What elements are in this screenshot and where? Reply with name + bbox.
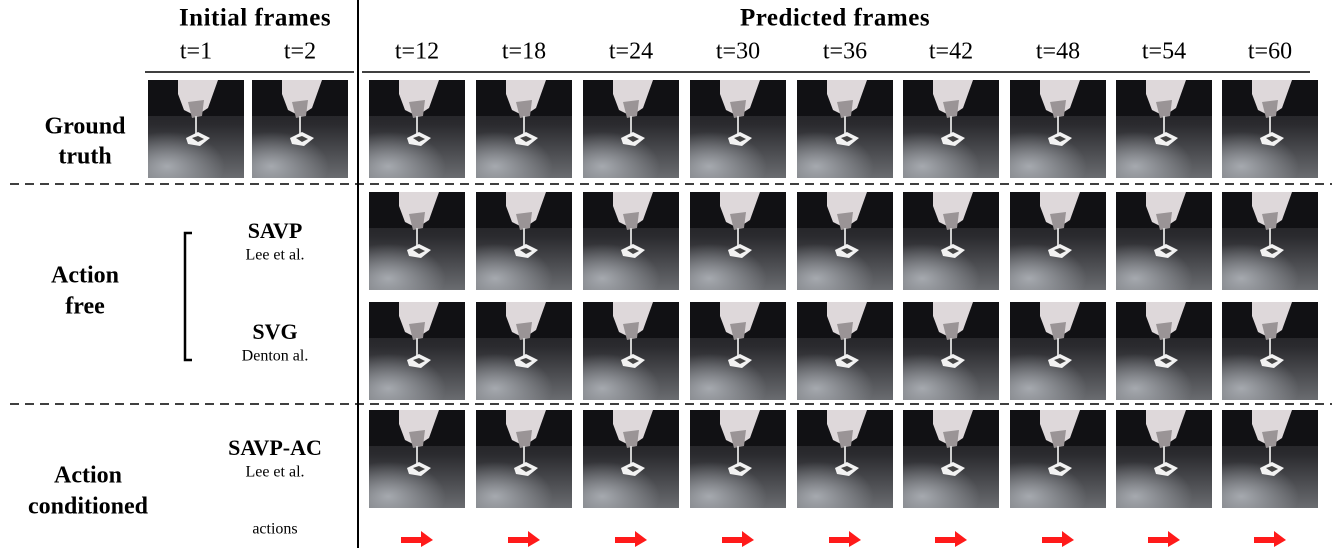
time-label: t=36 [823, 39, 867, 65]
video-frame [369, 80, 465, 178]
time-label: t=42 [929, 39, 973, 65]
video-frame [690, 302, 786, 400]
video-frame [690, 80, 786, 178]
time-label: t=24 [609, 39, 653, 65]
video-frame [1116, 410, 1212, 508]
action-arrow [401, 531, 433, 547]
action-arrow [829, 531, 861, 547]
action-arrow [722, 531, 754, 547]
action-arrow [1042, 531, 1074, 547]
video-frame [797, 80, 893, 178]
predicted-frames-header: Predicted frames [740, 5, 930, 32]
time-label: t=54 [1142, 39, 1186, 65]
method-citation: Denton al. [242, 348, 309, 365]
video-frame [476, 302, 572, 400]
row-label: Action [51, 263, 119, 289]
action-arrow [1148, 531, 1180, 547]
video-frame [690, 410, 786, 508]
time-label: t=2 [284, 39, 316, 65]
row-label: Ground [45, 114, 127, 140]
video-frame [476, 192, 572, 290]
video-frame [903, 192, 999, 290]
method-name: SAVP [248, 218, 303, 243]
bracket [183, 231, 192, 362]
video-frame [1222, 410, 1318, 508]
row-label: conditioned [28, 494, 149, 520]
video-frame [252, 80, 348, 178]
video-frame [1116, 192, 1212, 290]
video-frame [1010, 80, 1106, 178]
time-label: t=60 [1248, 39, 1292, 65]
initial-frames-header: Initial frames [179, 5, 331, 32]
video-frame [148, 80, 244, 178]
video-frame [797, 410, 893, 508]
time-label: t=18 [502, 39, 546, 65]
time-label: t=30 [716, 39, 760, 65]
method-citation: Lee et al. [245, 247, 304, 264]
video-frame [369, 410, 465, 508]
method-name: SAVP-AC [228, 435, 322, 460]
row-label: free [65, 294, 105, 320]
video-frame [369, 302, 465, 400]
video-frame [797, 192, 893, 290]
method-citation: Lee et al. [245, 464, 304, 481]
video-frame [583, 302, 679, 400]
video-frame [1116, 302, 1212, 400]
video-frame [690, 192, 786, 290]
video-frame [1010, 192, 1106, 290]
method-name: SVG [252, 319, 297, 344]
video-frame [1116, 80, 1212, 178]
time-label: t=12 [395, 39, 439, 65]
video-frame [583, 80, 679, 178]
actions-label: actions [252, 521, 297, 538]
video-frame [903, 80, 999, 178]
action-arrow [935, 531, 967, 547]
video-frame [1222, 302, 1318, 400]
video-frame [797, 302, 893, 400]
action-arrow [615, 531, 647, 547]
time-label: t=48 [1036, 39, 1080, 65]
action-arrow [1254, 531, 1286, 547]
video-frame [583, 192, 679, 290]
video-frame [903, 302, 999, 400]
video-frame [903, 410, 999, 508]
video-frame [476, 80, 572, 178]
time-label: t=1 [180, 39, 212, 65]
video-frame [1010, 410, 1106, 508]
video-frame [1010, 302, 1106, 400]
action-arrow [508, 531, 540, 547]
row-label: truth [58, 144, 111, 170]
video-frame [1222, 192, 1318, 290]
video-frame [476, 410, 572, 508]
row-label: Action [54, 463, 122, 489]
video-frame [369, 192, 465, 290]
video-frame [1222, 80, 1318, 178]
video-frame [583, 410, 679, 508]
